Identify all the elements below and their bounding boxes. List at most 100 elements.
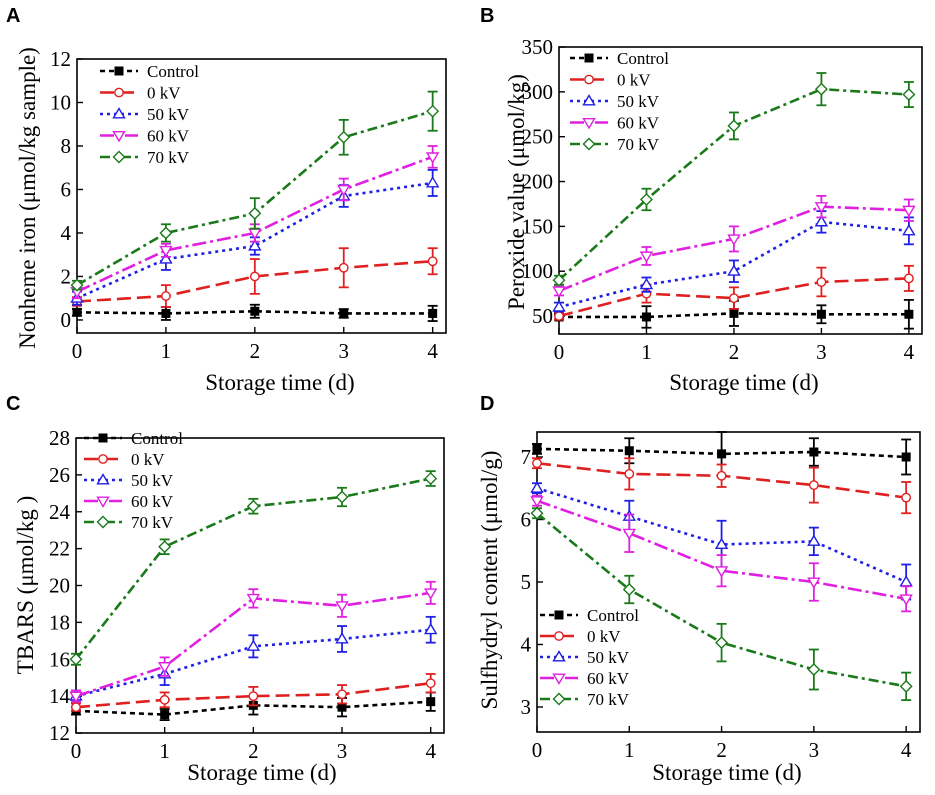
panel-letter: A: [6, 5, 20, 27]
data-point: [337, 184, 351, 197]
x-tick-label: 4: [901, 738, 912, 762]
legend-marker: [112, 107, 126, 119]
series-0-kv: [554, 264, 914, 321]
legend-marker: [98, 454, 108, 464]
y-tick-label: 18: [49, 610, 70, 634]
legend-marker: [582, 94, 596, 106]
y-tick-label: 12: [49, 721, 70, 745]
legend-marker: [552, 673, 566, 685]
data-point: [425, 678, 436, 689]
data-point: [902, 223, 916, 236]
data-point: [250, 306, 260, 316]
data-point: [426, 104, 440, 118]
legend-marker: [582, 117, 596, 130]
data-point: [426, 697, 436, 707]
legend-label: 60 kV: [131, 492, 174, 511]
legend-label: 50 kV: [131, 471, 174, 490]
series-control: [72, 303, 438, 322]
data-point: [814, 215, 829, 227]
data-point: [816, 277, 827, 287]
data-point: [159, 226, 173, 240]
data-point: [901, 452, 911, 462]
data-point: [814, 82, 828, 96]
data-point: [639, 192, 653, 206]
data-point: [71, 702, 81, 713]
legend-label: 60 kV: [147, 127, 190, 146]
data-point: [423, 622, 438, 635]
data-point: [335, 632, 349, 644]
legend: Control 0 kV 50 kV 60 kV 70 kV: [100, 62, 199, 167]
data-point: [899, 679, 913, 693]
legend-marker: [96, 473, 110, 485]
y-tick-label: 12: [50, 47, 71, 71]
series-line: [76, 181, 433, 300]
data-point: [622, 583, 636, 596]
x-tick-label: 1: [161, 339, 172, 363]
y-tick-label: 6: [61, 177, 72, 201]
data-point: [246, 639, 261, 651]
legend-label: Control: [147, 62, 199, 81]
y-tick-label: 5: [521, 570, 532, 594]
x-axis-label: Storage time (d): [187, 760, 336, 785]
data-point: [808, 480, 819, 491]
data-point: [809, 447, 819, 457]
data-point: [552, 286, 566, 298]
y-axis-label: Peroxide value (μmol/kg): [504, 74, 529, 310]
data-point: [424, 472, 438, 486]
y-tick-label: 10: [50, 90, 71, 114]
legend: Control 0 kV 50 kV 60 kV 70 kV: [540, 606, 639, 709]
x-tick-label: 4: [425, 739, 436, 763]
data-point: [902, 88, 916, 102]
y-tick-label: 300: [522, 80, 554, 104]
legend-label: 50 kV: [617, 92, 660, 111]
y-tick-label: 50: [532, 304, 553, 328]
data-point: [248, 206, 262, 220]
x-tick-label: 0: [72, 339, 83, 363]
data-point: [248, 691, 259, 702]
legend-label: 0 kV: [147, 84, 181, 103]
x-tick-label: 0: [532, 738, 543, 762]
data-point: [729, 308, 739, 318]
plot-frame: [558, 46, 923, 335]
y-tick-label: 2: [61, 264, 72, 288]
series-line: [536, 487, 907, 584]
data-point: [69, 691, 83, 704]
data-point: [552, 273, 566, 287]
data-point: [249, 271, 260, 282]
legend-marker: [96, 515, 110, 529]
data-point: [904, 309, 914, 319]
data-point: [248, 239, 262, 251]
legend: Control 0 kV 50 kV 60 kV 70 kV: [570, 49, 669, 154]
data-point: [727, 234, 741, 246]
legend-marker: [112, 150, 126, 164]
series-60-kv: [530, 494, 913, 613]
x-tick-label: 2: [729, 340, 740, 364]
data-point: [814, 202, 829, 214]
data-point: [624, 446, 634, 456]
x-tick-label: 4: [427, 339, 438, 363]
y-tick-label: 22: [49, 537, 70, 561]
data-point: [903, 273, 914, 284]
legend-label: 70 kV: [587, 690, 630, 709]
data-point: [641, 312, 651, 322]
data-point: [339, 308, 349, 318]
data-point: [727, 264, 741, 276]
data-point: [714, 537, 729, 550]
x-tick-label: 1: [624, 738, 635, 762]
data-point: [160, 710, 170, 720]
data-point: [158, 540, 172, 554]
series-70-kv: [530, 506, 913, 702]
data-point: [622, 528, 637, 541]
data-point: [423, 588, 438, 600]
data-point: [532, 458, 542, 469]
legend-marker: [584, 53, 594, 63]
legend-label: 0 kV: [587, 627, 621, 646]
legend-label: 70 kV: [147, 148, 190, 167]
x-tick-label: 3: [337, 739, 348, 763]
data-point: [425, 152, 440, 164]
data-point: [727, 119, 741, 133]
y-tick-label: 24: [49, 500, 71, 524]
y-tick-label: 150: [522, 214, 554, 238]
y-tick-label: 350: [522, 35, 554, 59]
y-axis-label: TBARS (μmol/kg ): [13, 496, 38, 674]
